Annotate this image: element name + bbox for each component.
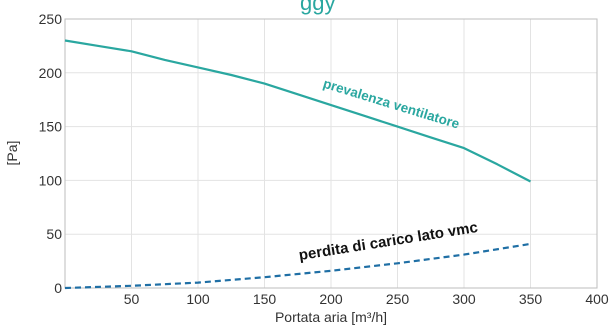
x-tick-label: 350 [519,291,543,307]
x-axis-title: Portata aria [m³/h] [275,309,387,325]
y-axis-title: [Pa] [4,141,20,166]
y-tick-label: 50 [46,226,62,242]
series-line-perdita-di-carico [64,242,531,290]
y-tick-labels: 0 50 100 150 200 250 [39,11,63,296]
plot-frame [64,18,598,289]
x-tick-labels: 50 100 150 200 250 300 350 400 [124,291,609,307]
x-tick-label: 250 [386,291,410,307]
label-perdita-di-carico: perdita di carico lato vmc [298,219,479,264]
y-tick-label: 100 [39,172,63,188]
series-line-prevalenza-ventilatore [64,39,532,183]
x-tick-label: 100 [186,291,210,307]
x-tick-label: 400 [585,291,609,307]
x-tick-label: 50 [124,291,140,307]
y-tick-label: 250 [39,11,63,27]
x-tick-label: 150 [253,291,277,307]
series-lines [64,39,532,290]
x-tick-label: 200 [319,291,343,307]
header-fragment: ggy [300,0,335,15]
x-tick-label: 300 [452,291,476,307]
y-tick-label: 150 [39,119,63,135]
y-tick-label: 0 [54,280,62,296]
label-prevalenza-ventilatore: prevalenza ventilatore [321,76,461,132]
y-tick-label: 200 [39,65,63,81]
